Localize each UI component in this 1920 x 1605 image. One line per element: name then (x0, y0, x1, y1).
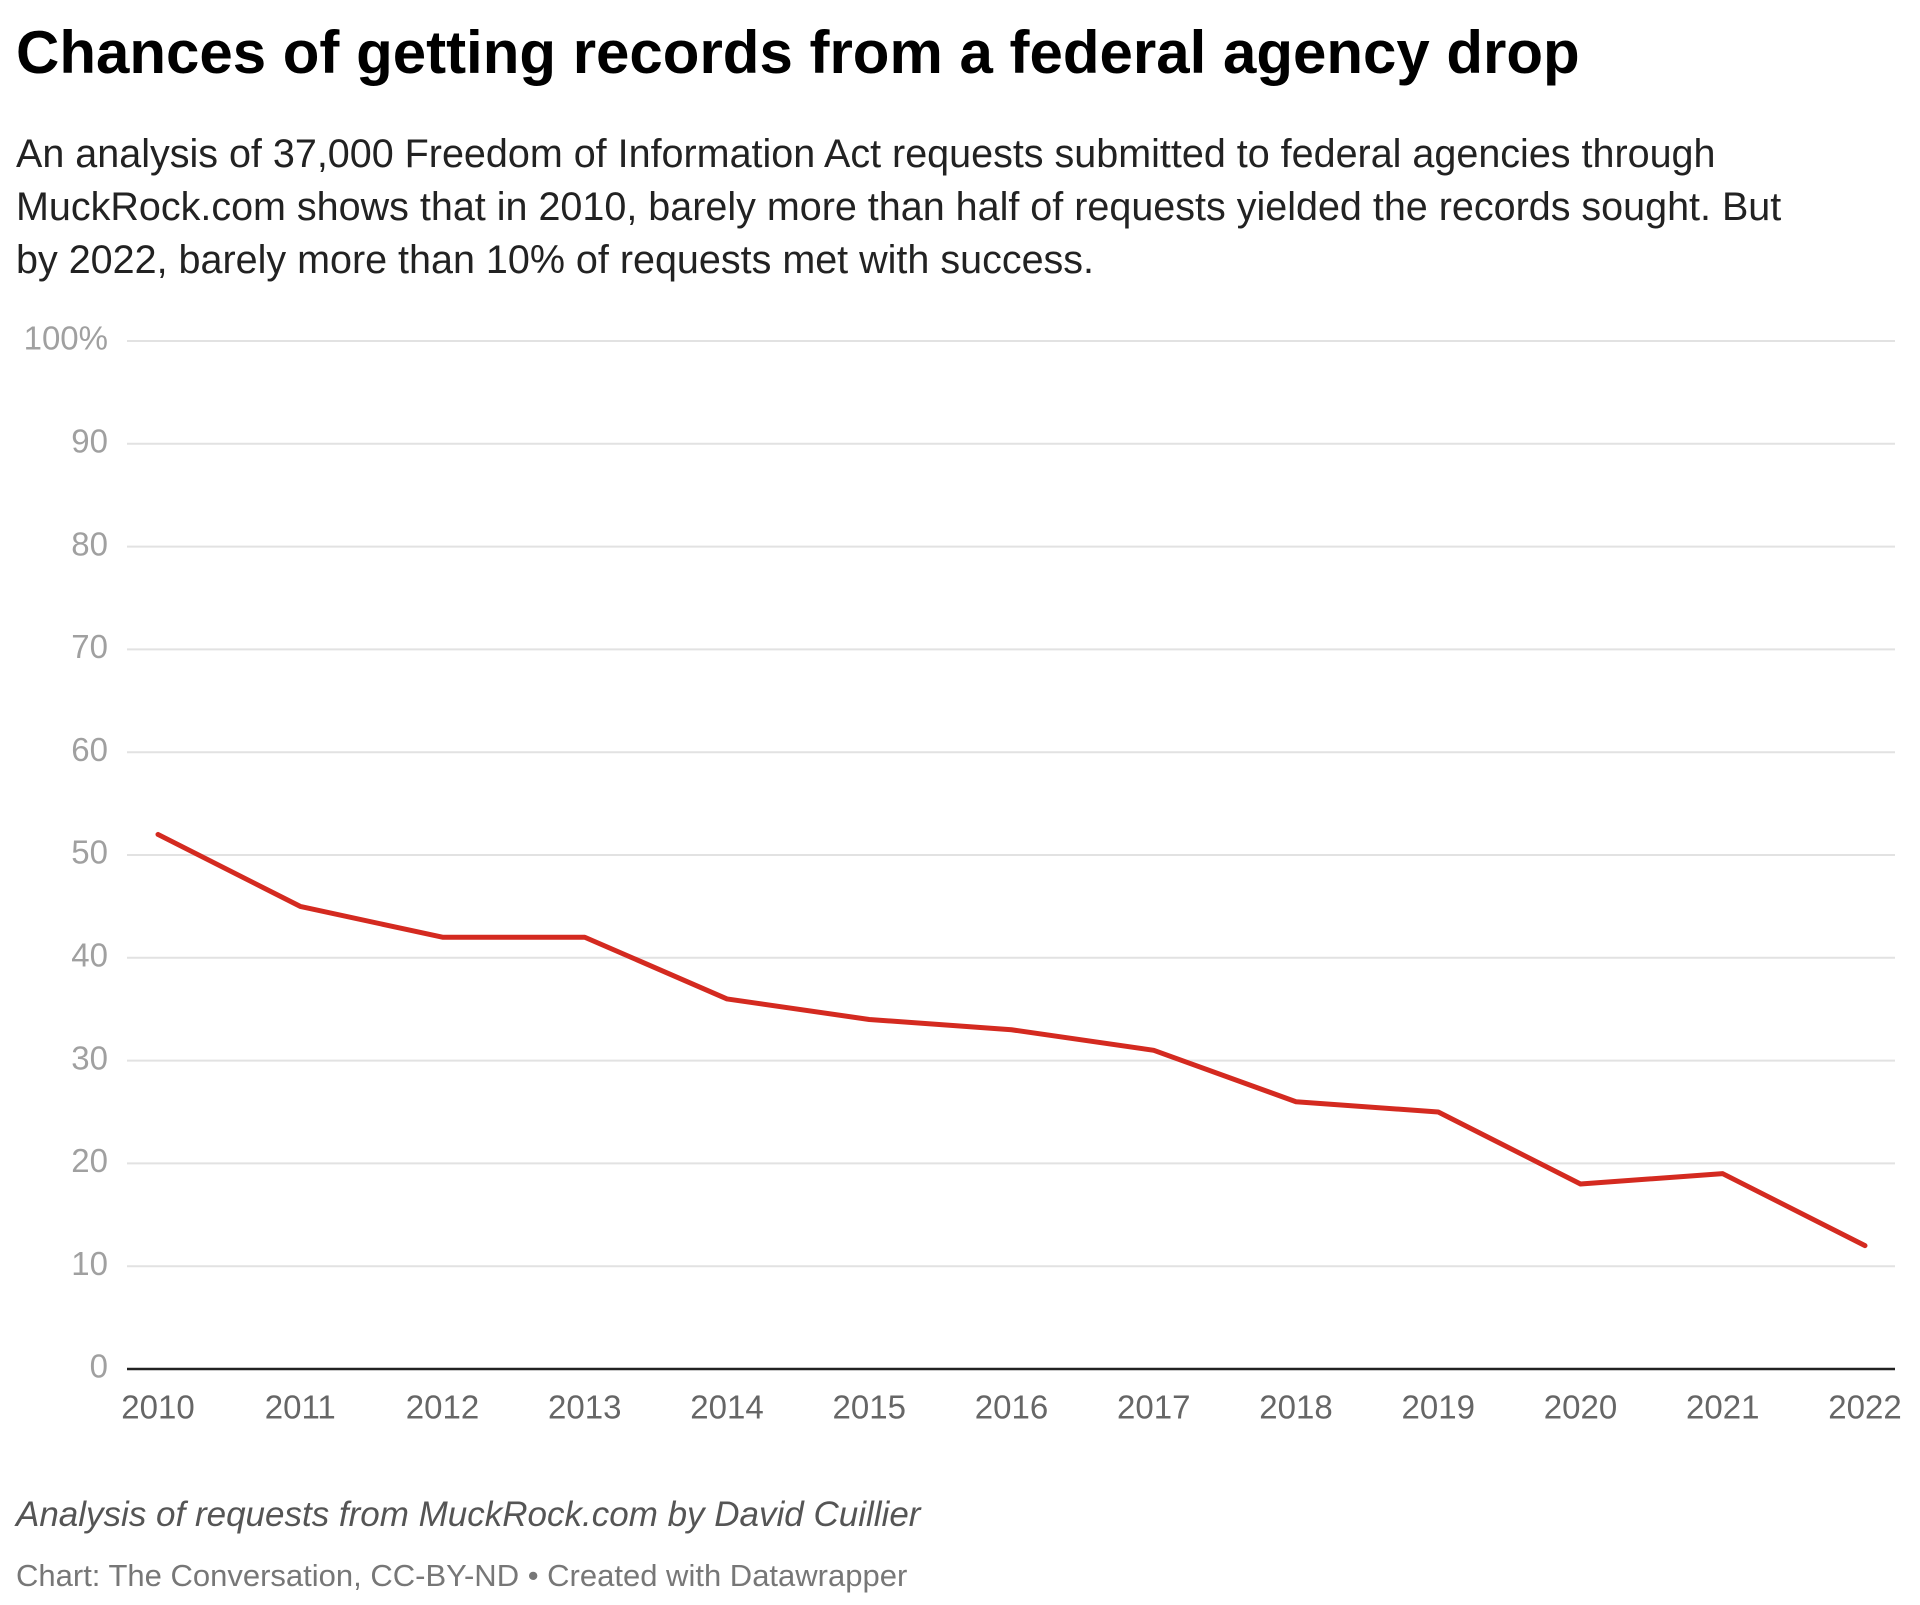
chart-title: Chances of getting records from a federa… (16, 19, 1580, 86)
x-tick-label: 2013 (548, 1389, 621, 1426)
chart-notes: Analysis of requests from MuckRock.com b… (16, 1495, 921, 1534)
x-tick-label: 2019 (1402, 1389, 1475, 1426)
y-tick-label: 100% (24, 320, 108, 357)
y-tick-label: 10 (71, 1245, 108, 1282)
x-tick-label: 2017 (1117, 1389, 1190, 1426)
data-line (155, 831, 1868, 1249)
y-tick-label: 20 (71, 1142, 108, 1179)
x-tick-label: 2015 (833, 1389, 906, 1426)
chart-source: Chart: The Conversation, CC-BY-ND • Crea… (16, 1558, 908, 1593)
y-tick-label: 60 (71, 731, 108, 768)
x-tick-label: 2010 (121, 1389, 194, 1426)
x-tick-label: 2016 (975, 1389, 1048, 1426)
y-tick-label: 80 (71, 525, 108, 562)
y-tick-label: 30 (71, 1039, 108, 1076)
x-tick-label: 2018 (1259, 1389, 1332, 1426)
x-tick-label: 2022 (1828, 1389, 1901, 1426)
y-tick-label: 70 (71, 628, 108, 665)
y-tick-label: 50 (71, 834, 108, 871)
x-tick-label: 2020 (1544, 1389, 1617, 1426)
chart-subtitle: An analysis of 37,000 Freedom of Informa… (16, 132, 1782, 282)
x-tick-label: 2012 (406, 1389, 479, 1426)
y-tick-label: 0 (90, 1348, 108, 1385)
x-tick-label: 2021 (1686, 1389, 1759, 1426)
x-tick-label: 2014 (690, 1389, 763, 1426)
y-tick-label: 40 (71, 937, 108, 974)
y-tick-label: 90 (71, 423, 108, 460)
x-tick-label: 2011 (265, 1389, 336, 1426)
